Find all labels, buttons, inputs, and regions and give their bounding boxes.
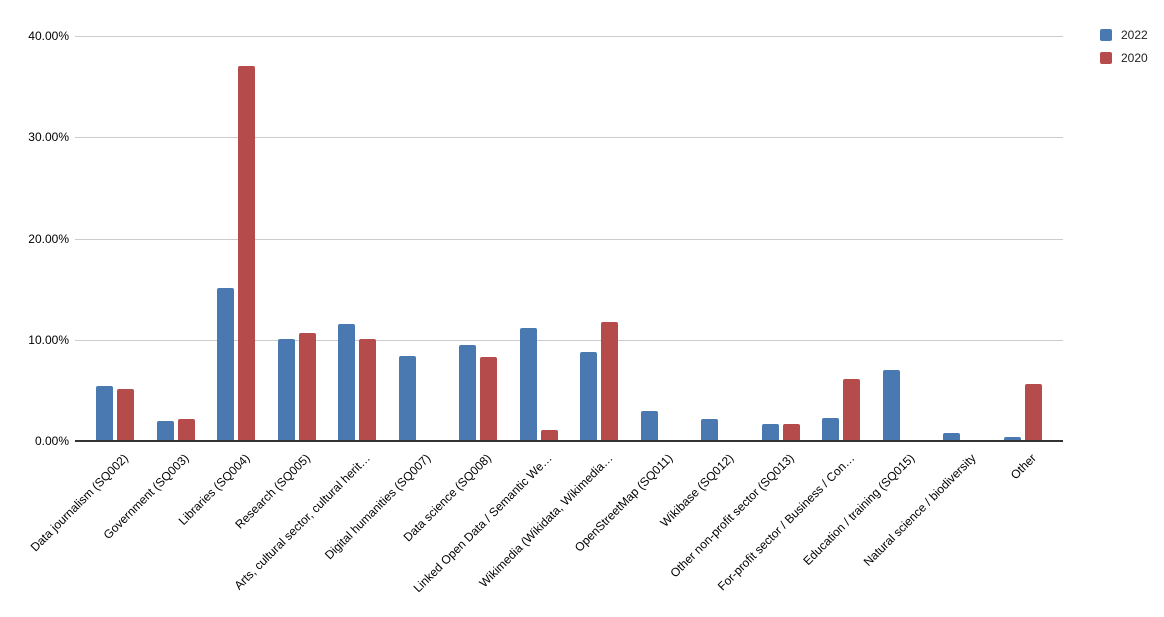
y-axis-tick-label: 40.00% xyxy=(28,29,69,43)
bar-group xyxy=(932,36,993,441)
bar-2020[interactable] xyxy=(177,418,195,441)
y-axis-tick-label: 30.00% xyxy=(28,130,69,145)
bar-group xyxy=(811,36,872,441)
bar-2022[interactable] xyxy=(96,386,114,441)
y-axis-tick-label: 10.00% xyxy=(28,332,69,347)
bar-group xyxy=(569,36,630,441)
bar-2022[interactable] xyxy=(882,370,900,441)
bar-2020[interactable] xyxy=(601,321,619,441)
bar-2022[interactable] xyxy=(822,417,840,441)
y-axis-tick-label: 20.00% xyxy=(28,231,69,246)
bar-2022[interactable] xyxy=(1003,437,1021,441)
x-axis-category-label: Other non-profit sector (SQ013) xyxy=(667,451,797,581)
bar-2022[interactable] xyxy=(761,423,779,441)
bar-group xyxy=(267,36,328,441)
bar-2020[interactable] xyxy=(1024,384,1042,441)
bar-2022[interactable] xyxy=(398,355,416,441)
bar-2022[interactable] xyxy=(156,420,174,441)
bar-2022[interactable] xyxy=(701,418,719,441)
bar-group xyxy=(690,36,751,441)
bar-group xyxy=(509,36,570,441)
bar-group xyxy=(206,36,267,441)
legend: 2022 2020 xyxy=(1100,29,1148,75)
bar-group xyxy=(388,36,449,441)
bar-group xyxy=(751,36,812,441)
bar-group xyxy=(146,36,207,441)
x-axis-category-label: Education / training (SQ015) xyxy=(800,451,918,568)
x-axis-category-label: Natural science / biodiversity xyxy=(860,451,979,569)
legend-item-2022: 2022 xyxy=(1100,29,1148,41)
y-gridline xyxy=(75,238,1063,240)
y-gridline xyxy=(75,339,1063,341)
legend-label: 2022 xyxy=(1121,28,1148,42)
x-axis-category-label: Other xyxy=(1007,451,1039,483)
bar-2022[interactable] xyxy=(217,288,235,441)
legend-label: 2020 xyxy=(1121,51,1148,65)
bar-group xyxy=(327,36,388,441)
bar-2022[interactable] xyxy=(943,432,961,441)
bar-2022[interactable] xyxy=(277,338,295,441)
x-axis-category-label: Data journalism (SQ002) xyxy=(27,451,132,555)
bar-2022[interactable] xyxy=(459,344,477,441)
bar-group xyxy=(872,36,933,441)
bar-2020[interactable] xyxy=(298,332,316,441)
bar-group xyxy=(630,36,691,441)
y-gridline xyxy=(75,137,1063,139)
bar-2022[interactable] xyxy=(338,323,356,441)
bars-layer xyxy=(75,36,1063,441)
x-axis-line xyxy=(75,440,1063,442)
legend-swatch-icon xyxy=(1100,29,1112,41)
bar-2022[interactable] xyxy=(640,410,658,441)
bar-2020[interactable] xyxy=(480,357,498,441)
bar-2020[interactable] xyxy=(238,66,256,441)
bar-2020[interactable] xyxy=(359,338,377,441)
plot-area xyxy=(75,36,1063,442)
x-axis-category-label: OpenStreetMap (SQ011) xyxy=(572,451,676,555)
x-axis-labels: Data journalism (SQ002) Government (SQ003… xyxy=(28,443,1063,617)
y-axis-tick-label: 0.00% xyxy=(34,434,69,448)
bar-2022[interactable] xyxy=(580,351,598,441)
legend-item-2020: 2020 xyxy=(1100,52,1148,64)
bar-2020[interactable] xyxy=(117,389,135,441)
bar-group xyxy=(448,36,509,441)
y-gridline xyxy=(75,36,1063,37)
bar-2020[interactable] xyxy=(782,423,800,441)
x-axis-category-label: Digital humanities (SQ007) xyxy=(322,451,434,563)
bar-2020[interactable] xyxy=(843,379,861,441)
bar-group xyxy=(993,36,1054,441)
bar-2022[interactable] xyxy=(519,327,537,441)
bar-2020[interactable] xyxy=(540,429,558,441)
legend-swatch-icon xyxy=(1100,52,1112,64)
bar-group xyxy=(85,36,146,441)
